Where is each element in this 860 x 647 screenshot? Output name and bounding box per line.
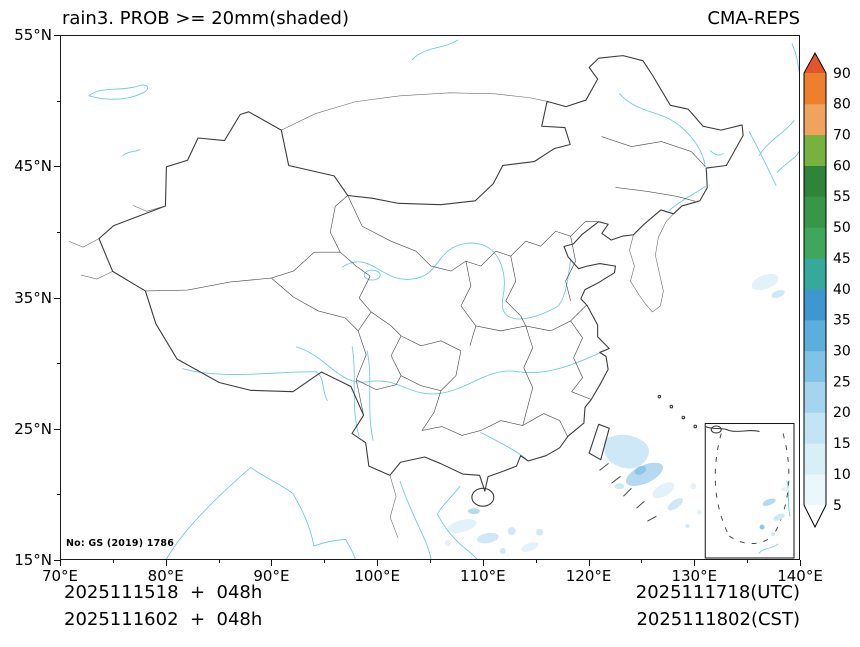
- x-tick-label: 80°E: [147, 567, 184, 585]
- x-tick-label: 100°E: [354, 567, 400, 585]
- x-minor-tick: [535, 560, 537, 563]
- y-minor-tick: [57, 363, 60, 365]
- colorbar: 5 10 15 20 25 30 35 40 45 50 55 60 70 80 90: [802, 51, 860, 543]
- y-minor-tick: [57, 231, 60, 233]
- y-major-tick: [54, 297, 60, 299]
- x-major-tick: [165, 560, 167, 566]
- colorbar-tick-label: 55: [833, 189, 851, 205]
- x-minor-tick: [641, 560, 643, 563]
- colorbar-tick-label: 35: [833, 313, 851, 329]
- y-tick-label: 15°N: [14, 551, 52, 569]
- colorbar-tick-label: 5: [833, 498, 842, 514]
- x-tick-label: 140°E: [777, 567, 823, 585]
- y-major-tick: [54, 428, 60, 430]
- footer-init-utc: 2025111518 + 048h: [64, 582, 263, 603]
- colorbar-tick-label: 70: [833, 128, 851, 144]
- colorbar-tick-label: 50: [833, 220, 851, 236]
- x-major-tick: [694, 560, 696, 566]
- colorbar-tick-label: 30: [833, 344, 851, 360]
- x-tick-label: 130°E: [671, 567, 718, 585]
- x-minor-tick: [747, 560, 749, 563]
- footer-valid-cst: 2025111802(CST): [636, 609, 800, 630]
- x-minor-tick: [218, 560, 220, 563]
- y-major-tick: [54, 35, 60, 36]
- x-tick-label: 70°E: [41, 567, 79, 585]
- x-tick-label: 90°E: [253, 567, 290, 585]
- map-frame: No: GS (2019) 1786: [60, 35, 800, 560]
- south-china-sea-inset: [704, 423, 795, 559]
- y-minor-tick: [57, 100, 60, 102]
- y-tick-label: 35°N: [14, 288, 52, 307]
- precip-shading: [444, 273, 785, 555]
- colorbar-tick-label: 60: [833, 158, 851, 174]
- map-svg: [68, 39, 799, 559]
- colorbar-tick-label: 45: [833, 251, 851, 267]
- x-major-tick: [482, 560, 484, 566]
- nine-dash-line: [599, 462, 657, 522]
- province-borders: [145, 136, 706, 437]
- y-tick-label: 55°N: [14, 26, 52, 44]
- rivers: [182, 93, 706, 460]
- x-major-tick: [800, 560, 801, 566]
- footer-init-cst: 2025111602 + 048h: [64, 609, 263, 630]
- colorbar-tick-label: 20: [833, 405, 851, 421]
- y-major-tick: [54, 560, 60, 561]
- x-major-tick: [377, 560, 379, 566]
- colorbar-tick-label: 80: [833, 97, 851, 113]
- x-minor-tick: [324, 560, 326, 563]
- colorbar-tick-label: 25: [833, 374, 851, 390]
- x-major-tick: [60, 560, 61, 566]
- x-major-tick: [271, 560, 273, 566]
- y-tick-label: 45°N: [14, 157, 52, 176]
- x-tick-label: 110°E: [460, 567, 506, 585]
- model-label: CMA-REPS: [707, 8, 800, 29]
- y-minor-tick: [57, 494, 60, 496]
- map-license-label: No: GS (2019) 1786: [66, 538, 175, 549]
- colorbar-tick-label: 90: [833, 66, 851, 82]
- colorbar-tick-label: 10: [833, 467, 851, 483]
- footer-valid-utc: 2025111718(UTC): [635, 582, 800, 603]
- x-minor-tick: [430, 560, 431, 563]
- colorbar-tick-label: 40: [833, 282, 851, 298]
- foreign-borders: [68, 92, 674, 539]
- china-border: [98, 55, 744, 507]
- y-major-tick: [54, 166, 60, 168]
- x-minor-tick: [112, 560, 114, 563]
- x-major-tick: [588, 560, 590, 566]
- x-tick-label: 120°E: [565, 567, 612, 585]
- y-tick-label: 25°N: [14, 419, 52, 438]
- plot-title: rain3. PROB >= 20mm(shaded): [62, 8, 349, 29]
- colorbar-tick-label: 15: [833, 436, 851, 452]
- foreign-coastlines: [87, 39, 799, 559]
